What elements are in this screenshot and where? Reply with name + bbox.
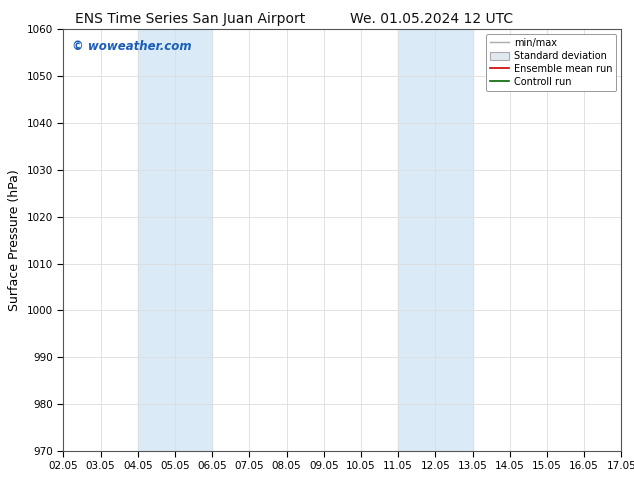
Text: We. 01.05.2024 12 UTC: We. 01.05.2024 12 UTC bbox=[349, 12, 513, 26]
Bar bbox=[138, 29, 212, 451]
Text: ENS Time Series San Juan Airport: ENS Time Series San Juan Airport bbox=[75, 12, 306, 26]
Bar bbox=[398, 29, 472, 451]
Legend: min/max, Standard deviation, Ensemble mean run, Controll run: min/max, Standard deviation, Ensemble me… bbox=[486, 34, 616, 91]
Y-axis label: Surface Pressure (hPa): Surface Pressure (hPa) bbox=[8, 169, 21, 311]
Text: © woweather.com: © woweather.com bbox=[72, 40, 191, 53]
